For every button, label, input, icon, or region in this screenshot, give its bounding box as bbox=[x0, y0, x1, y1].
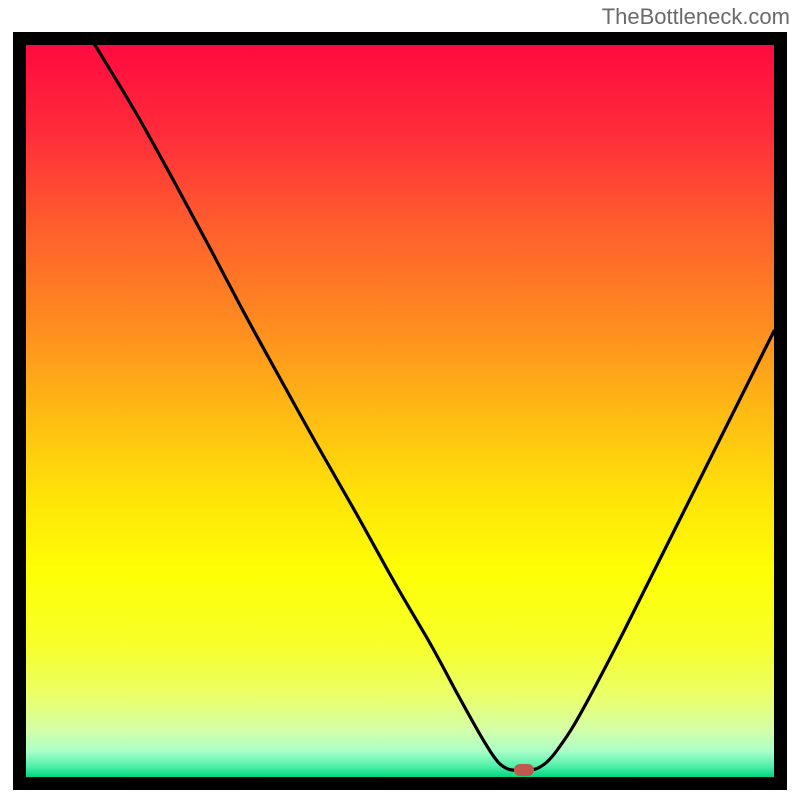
chart-container: TheBottleneck.com bbox=[0, 0, 800, 800]
watermark-text: TheBottleneck.com bbox=[602, 4, 790, 30]
plot-area bbox=[26, 45, 774, 777]
bottleneck-curve bbox=[26, 45, 774, 777]
current-point-marker bbox=[514, 764, 534, 776]
